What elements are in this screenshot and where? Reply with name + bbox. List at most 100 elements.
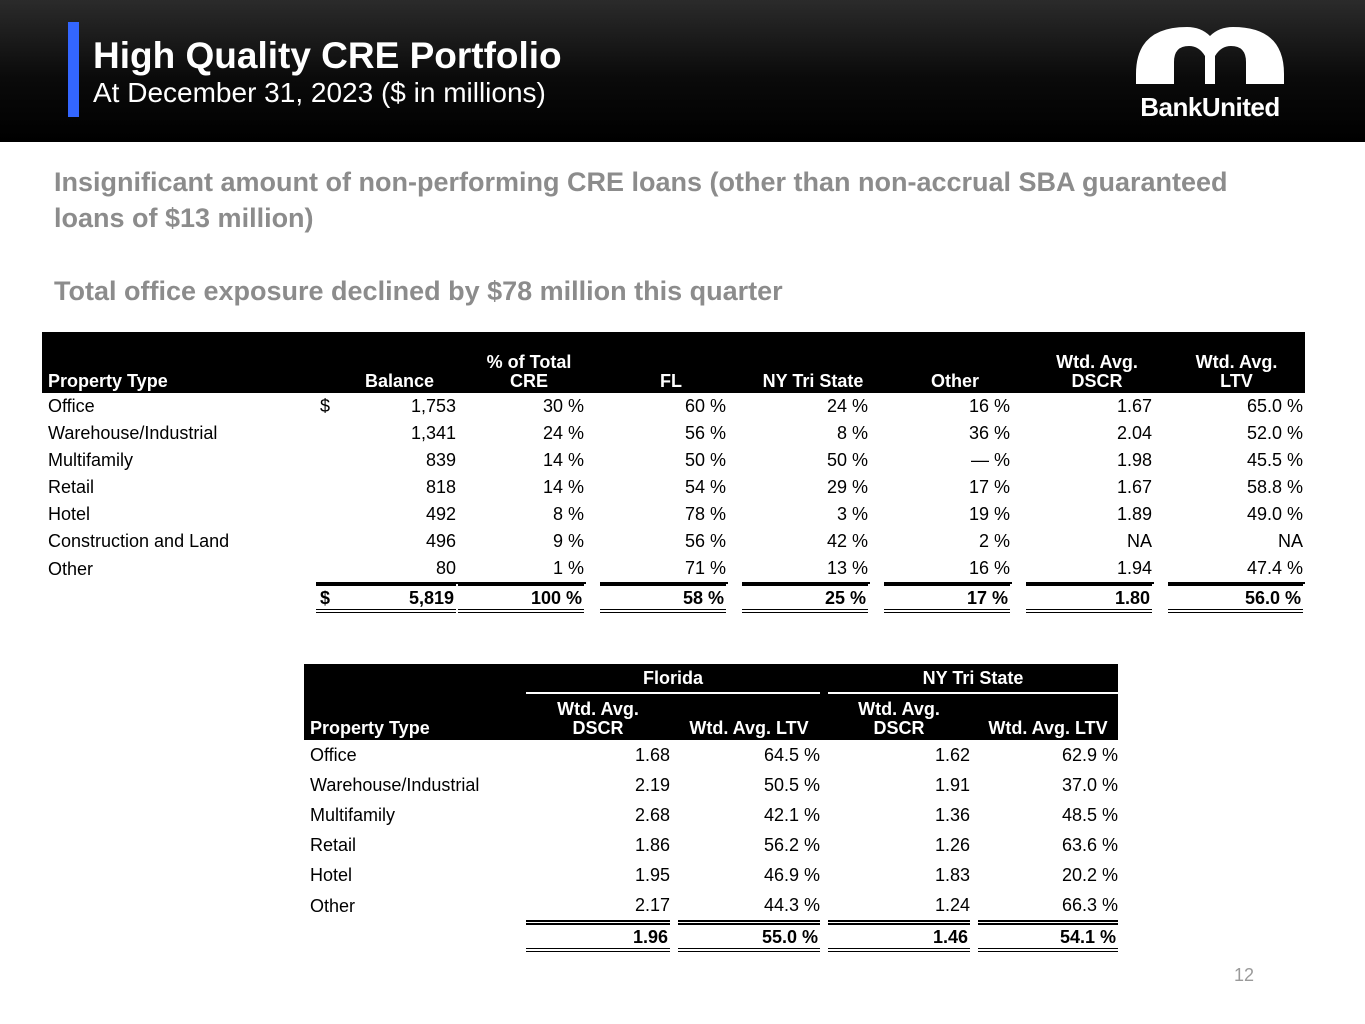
table-row: Retail 818 14 % 54 % 29 % 17 % 1.67 58.8 % [42, 474, 1305, 501]
page-subtitle: At December 31, 2023 ($ in millions) [93, 77, 546, 108]
col-ny-dscr: Wtd. Avg. DSCR [828, 694, 970, 740]
row-balance: 492 [425, 504, 456, 524]
bankunited-logo: BankUnited [1130, 22, 1290, 126]
col-property-type: Property Type [304, 694, 526, 740]
logo-text: BankUnited [1140, 92, 1280, 122]
total-other: 17 % [884, 584, 1010, 613]
table-row: Hotel 1.95 46.9 % 1.83 20.2 % [304, 860, 1118, 890]
total-ltv: 56.0 % [1168, 584, 1303, 613]
row-other: 2 % [978, 531, 1010, 551]
row-fl-dscr: 2.17 [526, 890, 670, 922]
row-fl-ltv: 44.3 % [678, 890, 820, 922]
row-fl-dscr: 2.19 [634, 775, 670, 795]
table-total-row: $5,819 100 % 58 % 25 % 17 % 1.80 56.0 % [42, 584, 1305, 613]
table-row: Office 1.68 64.5 % 1.62 62.9 % [304, 740, 1118, 770]
row-property-type: Multifamily [48, 450, 134, 470]
row-ltv: 58.8 % [1246, 477, 1303, 497]
row-balance: 496 [425, 531, 456, 551]
row-fl-ltv: 50.5 % [763, 775, 820, 795]
row-property-type: Hotel [48, 504, 91, 524]
row-fl: 71 % [600, 555, 728, 584]
row-fl: 54 % [684, 477, 726, 497]
group-ny-tri-state: NY Tri State [828, 664, 1118, 694]
row-ny: 42 % [826, 531, 868, 551]
row-fl: 50 % [684, 450, 726, 470]
row-balance: 839 [425, 450, 456, 470]
row-pct: 14 % [542, 477, 584, 497]
row-balance: 1,341 [410, 423, 456, 443]
row-ltv: 45.5 % [1246, 450, 1303, 470]
total-dscr: 1.80 [1026, 584, 1152, 613]
row-ltv: 65.0 % [1246, 396, 1303, 416]
total-ny-ltv: 54.1 % [978, 922, 1118, 952]
row-other: 19 % [968, 504, 1010, 524]
row-ny-dscr: 1.36 [934, 805, 970, 825]
row-other: 16 % [884, 555, 1012, 584]
table-row: Hotel 492 8 % 78 % 3 % 19 % 1.89 49.0 % [42, 501, 1305, 528]
row-property-type: Other [310, 896, 356, 916]
row-ny: 8 % [836, 423, 868, 443]
total-ny: 25 % [742, 584, 868, 613]
row-property-type: Construction and Land [48, 531, 230, 551]
col-fl: FL [600, 332, 742, 393]
row-dscr: NA [1126, 531, 1152, 551]
row-fl-ltv: 64.5 % [763, 745, 820, 765]
total-fl-dscr: 1.96 [526, 922, 670, 952]
row-property-type: Hotel [310, 865, 353, 885]
col-balance: Balance [316, 332, 458, 393]
row-dscr: 1.94 [1026, 555, 1154, 584]
col-property-type: Property Type [42, 332, 316, 393]
row-balance: 1,753 [410, 396, 456, 416]
bullet-office-exposure: Total office exposure declined by $78 mi… [54, 276, 783, 306]
row-fl: 56 % [684, 423, 726, 443]
row-ny: 50 % [826, 450, 868, 470]
row-ltv: 49.0 % [1246, 504, 1303, 524]
table-row: Other 2.17 44.3 % 1.24 66.3 % [304, 890, 1118, 922]
col-pct-total: % of Total CRE [458, 332, 600, 393]
row-dscr: 2.04 [1116, 423, 1152, 443]
row-property-type: Office [48, 396, 95, 416]
row-ny-ltv: 37.0 % [1061, 775, 1118, 795]
row-dscr: 1.89 [1116, 504, 1152, 524]
table-row: Construction and Land 496 9 % 56 % 42 % 2 % NA… [42, 528, 1305, 555]
row-fl-dscr: 1.86 [634, 835, 670, 855]
row-fl-ltv: 56.2 % [763, 835, 820, 855]
slide-header: High Quality CRE Portfolio At December 3… [0, 0, 1365, 142]
row-property-type: Retail [48, 477, 95, 497]
bullet-nonperforming: Insignificant amount of non-performing C… [54, 167, 1228, 233]
row-fl-ltv: 46.9 % [763, 865, 820, 885]
table-row: Warehouse/Industrial 2.19 50.5 % 1.91 37.0 % [304, 770, 1118, 800]
row-property-type: Multifamily [310, 805, 396, 825]
accent-bar [68, 22, 79, 117]
row-ny-dscr: 1.62 [934, 745, 970, 765]
row-ltv: 52.0 % [1246, 423, 1303, 443]
row-other: 16 % [968, 396, 1010, 416]
row-dscr: 1.98 [1116, 450, 1152, 470]
row-ny-dscr: 1.26 [934, 835, 970, 855]
arch-logo-icon [1136, 27, 1284, 84]
row-property-type: Office [310, 745, 357, 765]
table-header-row: Property Type Balance % of Total CRE FL N… [42, 332, 1305, 393]
row-balance: 80 [435, 558, 456, 578]
row-ny: 13 % [742, 555, 870, 584]
col-other: Other [884, 332, 1026, 393]
col-ltv: Wtd. Avg. LTV [1168, 332, 1305, 393]
row-fl: 56 % [684, 531, 726, 551]
regional-breakdown-table: Florida NY Tri State Property Type Wtd. … [304, 664, 1118, 952]
page-number: 12 [1234, 965, 1255, 985]
row-fl-dscr: 1.68 [634, 745, 670, 765]
col-fl-ltv: Wtd. Avg. LTV [678, 694, 820, 740]
col-ny-tri-state: NY Tri State [742, 332, 884, 393]
table-row: Other 80 1 % 71 % 13 % 16 % 1.94 47.4 % [42, 555, 1305, 584]
cre-portfolio-table: Property Type Balance % of Total CRE FL N… [42, 332, 1305, 613]
row-fl: 78 % [684, 504, 726, 524]
row-ny-dscr: 1.83 [934, 865, 970, 885]
row-property-type: Other [48, 559, 94, 579]
table-row: Multifamily 839 14 % 50 % 50 % — % 1.98 45.5 % [42, 447, 1305, 474]
row-dscr: 1.67 [1116, 477, 1152, 497]
row-ltv: 47.4 % [1168, 555, 1305, 584]
total-ny-dscr: 1.46 [828, 922, 970, 952]
total-pct: 100 % [458, 584, 584, 613]
row-ny: 29 % [826, 477, 868, 497]
row-other: 17 % [968, 477, 1010, 497]
